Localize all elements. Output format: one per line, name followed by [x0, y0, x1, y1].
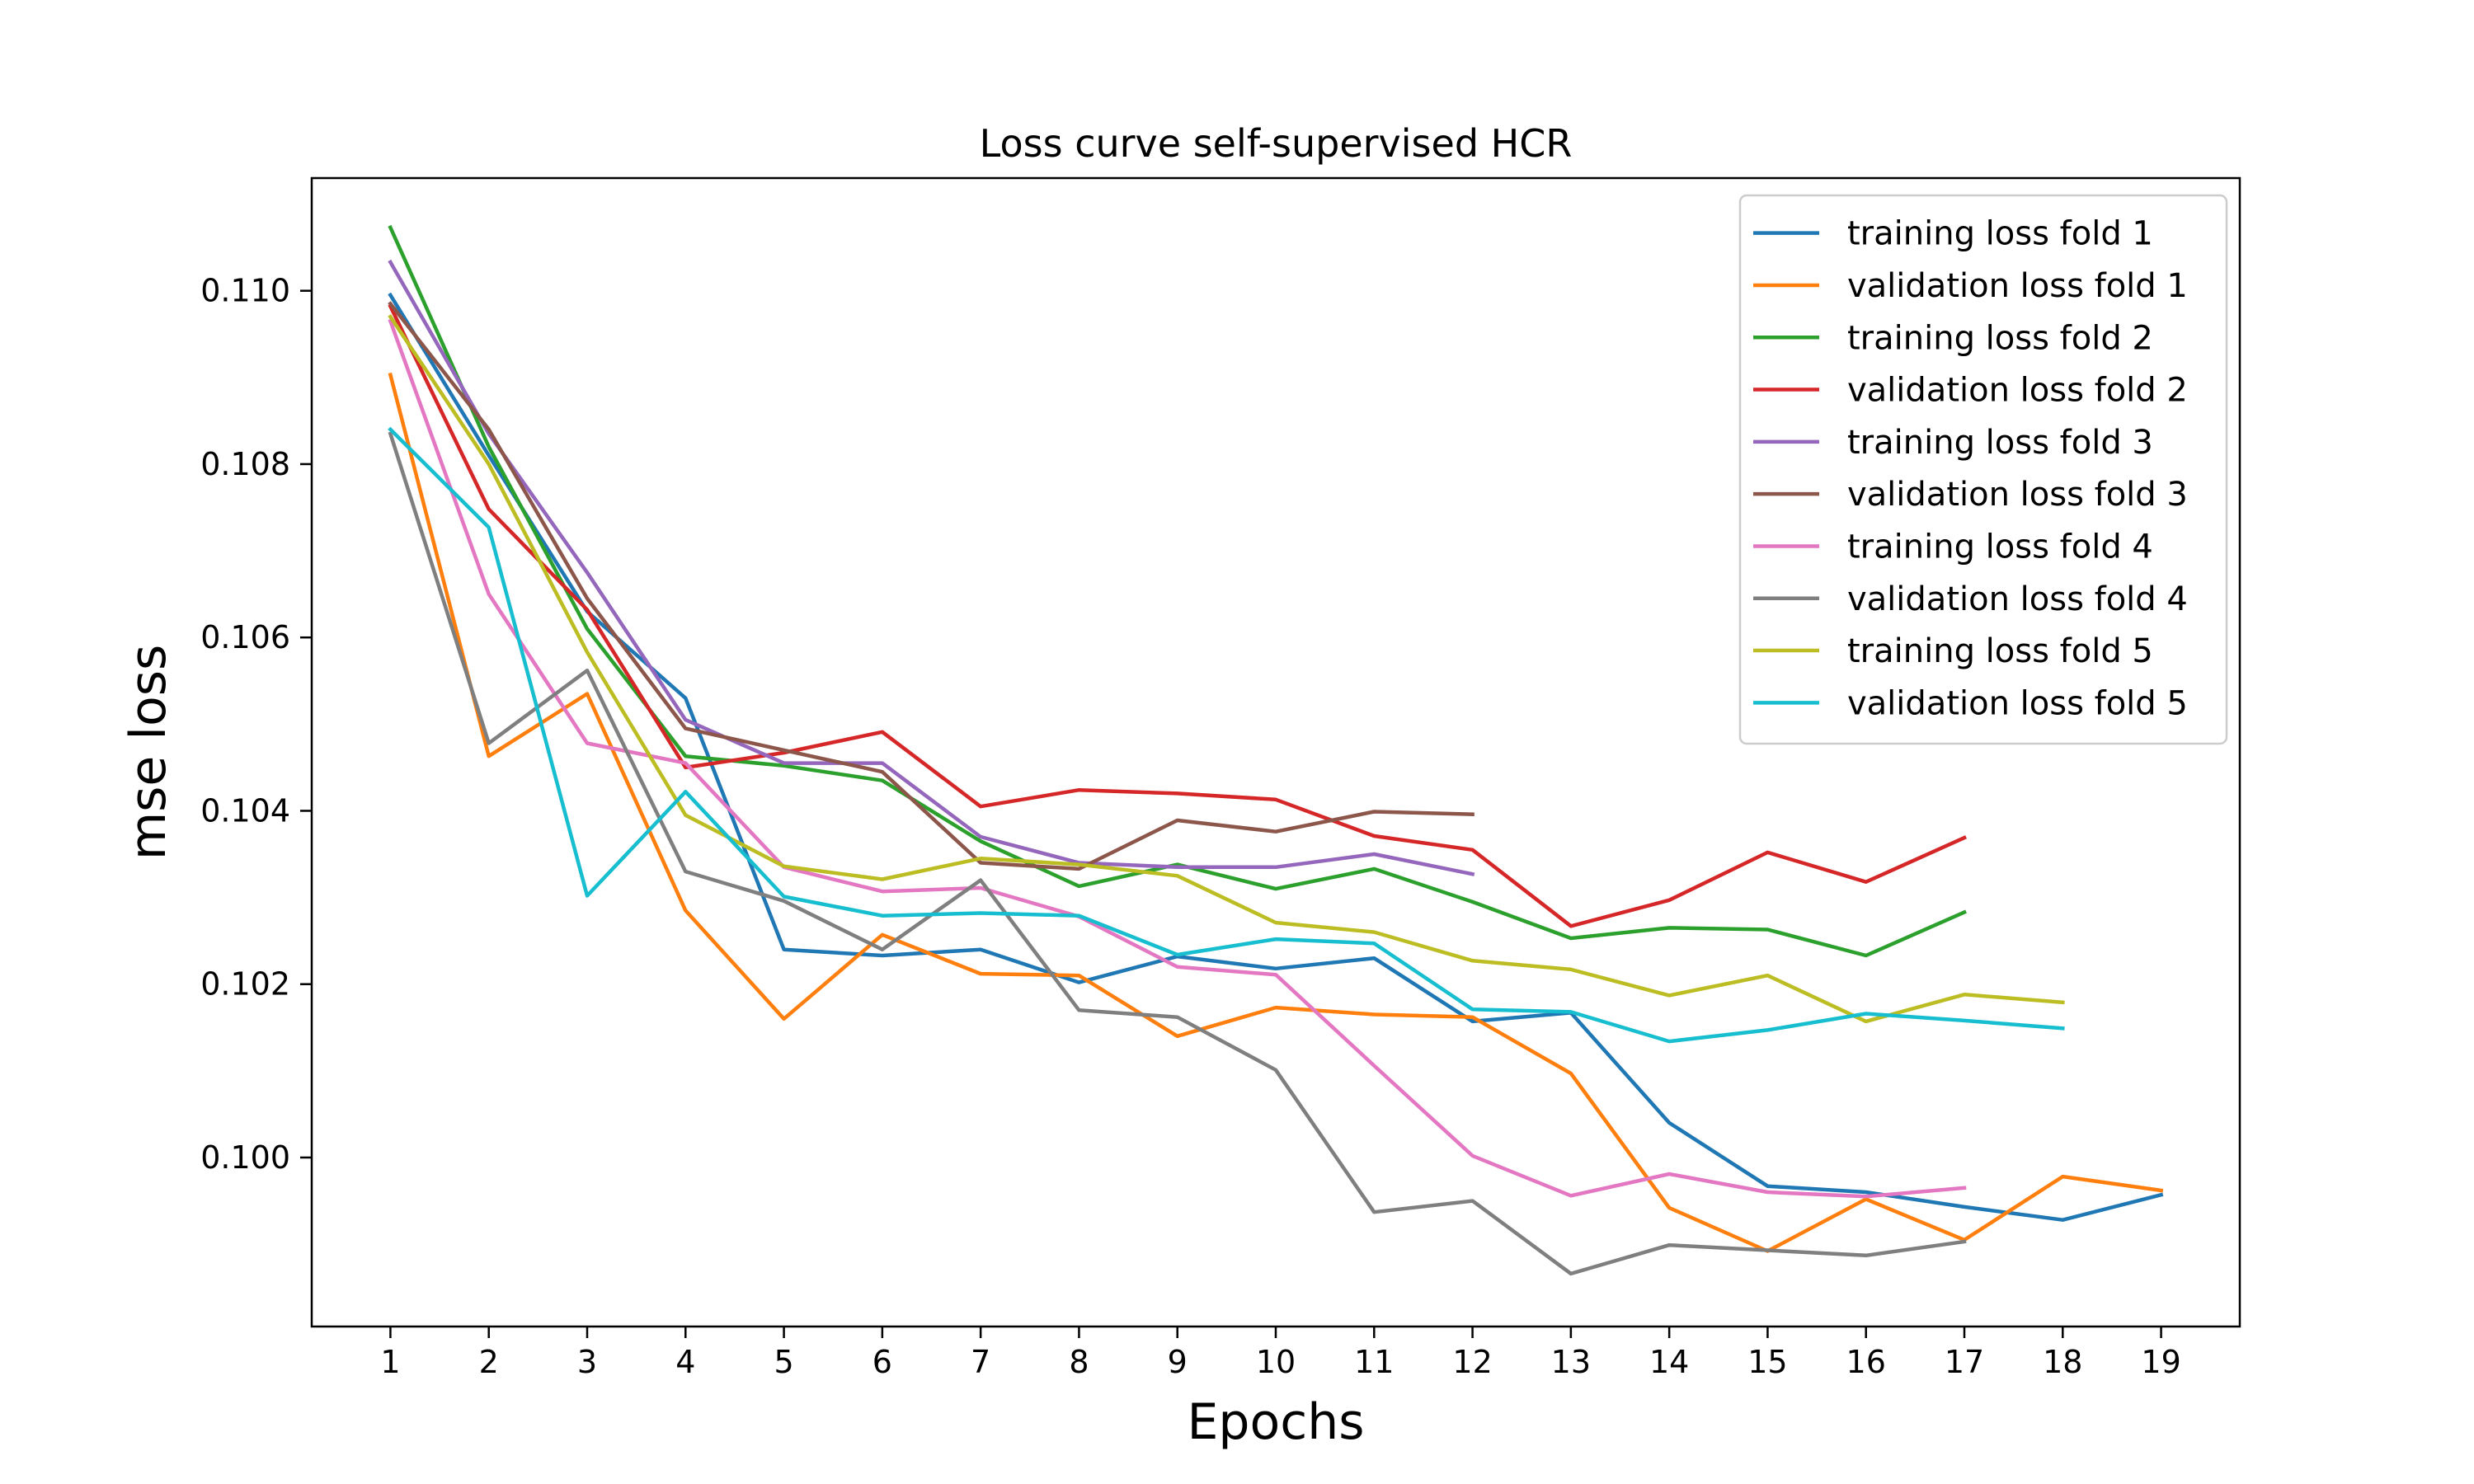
series-line-4: [388, 303, 1967, 928]
x-tick-label: 13: [1551, 1344, 1591, 1380]
chart-title: Loss curve self-supervised HCR: [980, 121, 1573, 166]
x-tick-label: 8: [1069, 1344, 1089, 1380]
x-tick-label: 16: [1846, 1344, 1886, 1380]
series-line-10: [388, 426, 2065, 1044]
legend: training loss fold 1 validation loss fold…: [1738, 194, 2228, 745]
y-tick-label: 0.110: [200, 273, 290, 309]
legend-box: [1738, 194, 2228, 745]
x-tick-label: 11: [1354, 1344, 1394, 1380]
x-axis-title: Epochs: [1188, 1393, 1365, 1451]
y-tick-label: 0.102: [200, 966, 290, 1003]
legend-label-9: training loss fold 5: [1847, 632, 2153, 670]
x-tick-label: 2: [479, 1344, 499, 1380]
x-tick-label: 17: [1945, 1344, 1984, 1380]
x-tick-label: 12: [1452, 1344, 1492, 1380]
x-tick-label: 1: [380, 1344, 400, 1380]
x-tick-label: 9: [1168, 1344, 1188, 1380]
x-tick-label: 19: [2141, 1344, 2180, 1380]
x-tick-label: 14: [1649, 1344, 1689, 1380]
y-tick-label: 0.104: [200, 792, 290, 829]
y-tick-label: 0.108: [200, 446, 290, 482]
series-line-1: [388, 292, 2164, 1222]
x-tick-label: 15: [1747, 1344, 1787, 1380]
series-line-7: [388, 318, 1967, 1199]
legend-label-6: validation loss fold 3: [1847, 476, 2188, 514]
legend-label-10: validation loss fold 5: [1847, 684, 2188, 722]
x-axis: 1 2 3 4 5 6 7 8 9 10 11 12 13 14 15 16 17 18 19: [380, 1327, 2181, 1380]
legend-label-1: training loss fold 1: [1847, 215, 2153, 253]
series-line-8: [388, 431, 1967, 1276]
y-axis: 0.100 0.102 0.104 0.106 0.108 0.110: [200, 273, 312, 1176]
legend-label-8: validation loss fold 4: [1847, 580, 2188, 618]
y-tick-label: 0.106: [200, 619, 290, 655]
series-lines: [388, 224, 2164, 1276]
legend-label-3: training loss fold 2: [1847, 319, 2153, 357]
series-line-9: [388, 314, 2065, 1024]
legend-label-7: training loss fold 4: [1847, 528, 2153, 566]
series-line-2: [388, 372, 2164, 1253]
x-tick-label: 5: [774, 1344, 793, 1380]
legend-label-5: training loss fold 3: [1847, 424, 2153, 462]
y-tick-label: 0.100: [200, 1139, 290, 1176]
series-line-5: [388, 259, 1475, 876]
y-axis-title: mse loss: [120, 645, 177, 861]
x-tick-label: 3: [577, 1344, 597, 1380]
legend-label-4: validation loss fold 2: [1847, 372, 2188, 410]
series-line-6: [388, 301, 1475, 871]
x-tick-label: 18: [2043, 1344, 2082, 1380]
x-tick-label: 7: [971, 1344, 990, 1380]
x-tick-label: 10: [1256, 1344, 1296, 1380]
x-tick-label: 4: [675, 1344, 695, 1380]
x-tick-label: 6: [872, 1344, 892, 1380]
plot-area: [310, 176, 2241, 1328]
legend-label-2: validation loss fold 1: [1847, 267, 2188, 305]
